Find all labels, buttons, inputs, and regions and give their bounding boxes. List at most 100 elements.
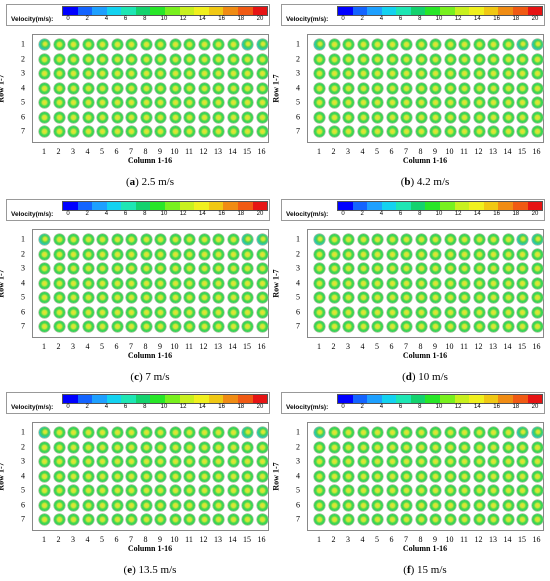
tube-cross-section [227, 126, 239, 137]
tube-cross-section [473, 514, 485, 525]
tube-cross-section [473, 277, 485, 289]
column-tick-label: 5 [100, 147, 104, 156]
colorbar-tick-label: 18 [512, 404, 520, 410]
tube-array-plot [307, 229, 544, 338]
tube-cross-section [473, 306, 485, 318]
column-tick-label: 14 [228, 147, 237, 156]
tube-cross-section [488, 111, 499, 123]
tube-cross-section [328, 248, 340, 260]
tube-cross-section [39, 234, 50, 245]
colorbar-tick-label: 14 [199, 16, 206, 22]
tube-cross-section [372, 263, 383, 274]
tube-cross-section [198, 306, 210, 318]
tube-cross-section [227, 277, 239, 289]
tube-cross-section [140, 68, 152, 79]
colorbar-cell [135, 202, 151, 210]
column-tick-label: 8 [418, 147, 423, 156]
tube-cross-section [459, 53, 470, 65]
tube-cross-section [39, 456, 50, 467]
tube-cross-section [444, 470, 456, 482]
tube-cross-section [444, 427, 456, 438]
column-tick-label: 7 [404, 147, 408, 156]
colorbar-tick-label: 20 [256, 16, 264, 22]
tube-cross-section [82, 39, 94, 50]
tube-cross-section [372, 97, 383, 108]
colorbar-cell [92, 395, 107, 403]
colorbar-cell [440, 395, 455, 403]
caption-close-paren: ) [132, 564, 136, 576]
column-tick-label: 10 [170, 147, 179, 156]
tube-cross-section [502, 441, 514, 453]
tube-cross-section [126, 68, 137, 79]
tube-cross-section [256, 263, 268, 274]
row-tick-label: 4 [296, 83, 300, 92]
tube-cross-section [357, 292, 369, 303]
tube-cross-section [415, 277, 427, 289]
column-tick-label: 7 [129, 147, 133, 156]
tube-cross-section [111, 263, 123, 274]
tube-cross-section [82, 485, 94, 496]
tube-cross-section [415, 248, 427, 260]
colorbar: Velocity(m/s): 0 2 4 6 8 10 12 14 16 18 20 [275, 195, 550, 221]
x-axis-label: Column 1-16 [127, 544, 173, 553]
row-tick-label: 5 [21, 292, 25, 302]
colorbar-tick-label: 14 [474, 211, 481, 217]
tube-cross-section [184, 111, 195, 123]
colorbar-ticks: 0 2 4 6 8 10 12 14 16 18 20 [337, 16, 541, 24]
tube-cross-section [140, 263, 152, 274]
tube-cross-section [415, 292, 427, 303]
tube-cross-section [256, 68, 268, 79]
tube-cross-section [459, 292, 470, 303]
caption-speed: 7 m/s [142, 371, 170, 383]
tube-cross-section [531, 441, 543, 453]
tube-cross-section [227, 321, 239, 332]
tube-cross-section [502, 456, 514, 467]
tube-cross-section [97, 53, 108, 65]
column-tick-label: 5 [100, 342, 104, 351]
caption-open-paren: ( [400, 176, 405, 188]
tube-cross-section [531, 470, 543, 482]
tube-cross-section [155, 263, 166, 274]
colorbar-label: Velocity(m/s): [286, 211, 329, 218]
tube-cross-section [372, 126, 383, 137]
caption-letter: d [405, 371, 412, 383]
tube-cross-section [126, 111, 137, 123]
tube-cross-section [328, 485, 340, 496]
tube-cross-section [242, 427, 253, 438]
tube-cross-section [256, 111, 268, 123]
tube-cross-section [39, 68, 50, 79]
tube-cross-section [169, 321, 181, 332]
tube-cross-section [68, 499, 79, 511]
colorbar-cell [527, 7, 543, 15]
tube-cross-section [256, 499, 268, 511]
tube-cross-section [97, 263, 108, 274]
column-tick-label: 7 [404, 342, 408, 351]
tube-cross-section [198, 126, 210, 137]
tube-cross-section [386, 277, 398, 289]
tube-cross-section [39, 514, 50, 525]
column-tick-label: 8 [418, 535, 423, 544]
tube-cross-section [531, 456, 543, 467]
tube-cross-section [328, 263, 340, 274]
tube-cross-section [227, 82, 239, 94]
tube-cross-section [531, 53, 543, 65]
tube-cross-section [97, 514, 108, 525]
tube-cross-section [473, 39, 485, 50]
tube-cross-section [169, 234, 181, 245]
tube-cross-section [430, 470, 441, 482]
tube-cross-section [357, 485, 369, 496]
colorbar-cell [165, 202, 180, 210]
tube-cross-section [314, 321, 325, 332]
colorbar-ticks: 0 2 4 6 8 10 12 14 16 18 20 [62, 16, 266, 24]
tube-cross-section [82, 427, 94, 438]
row-tick-label: 3 [296, 456, 300, 466]
tube-cross-section [111, 68, 123, 79]
tube-cross-section [314, 427, 325, 438]
colorbar-tick-label: 4 [379, 404, 384, 410]
tube-cross-section [82, 234, 94, 245]
tube-cross-section [517, 441, 528, 453]
tube-cross-section [184, 39, 195, 50]
x-axis-label: Column 1-16 [402, 544, 448, 553]
column-tick-label: 5 [375, 147, 379, 156]
tube-cross-section [328, 470, 340, 482]
